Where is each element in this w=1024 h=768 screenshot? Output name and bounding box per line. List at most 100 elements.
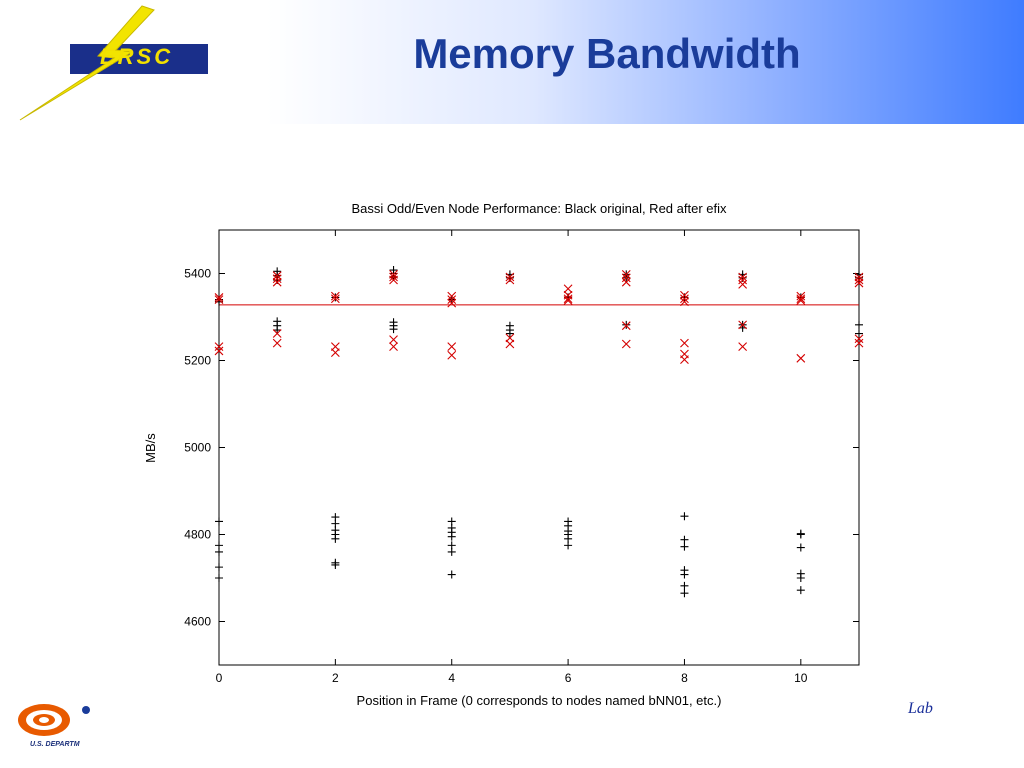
point-original <box>215 563 223 572</box>
point-after-efix <box>796 353 806 363</box>
x-tick-label: 4 <box>448 671 455 685</box>
nersc-logo-text: ERSC <box>100 44 174 69</box>
point-after-efix <box>854 334 864 344</box>
point-original <box>680 542 689 551</box>
point-after-efix <box>389 342 398 351</box>
point-after-efix <box>796 294 806 304</box>
point-original <box>564 541 573 550</box>
point-after-efix <box>738 272 748 282</box>
point-after-efix <box>447 298 457 308</box>
point-original <box>622 320 631 329</box>
point-after-efix <box>272 271 282 281</box>
data-points <box>214 266 864 598</box>
point-after-efix <box>505 275 515 285</box>
point-original <box>680 581 689 590</box>
point-after-efix <box>680 294 689 304</box>
point-after-efix <box>272 338 282 348</box>
point-original <box>680 535 689 544</box>
point-after-efix <box>680 355 689 365</box>
point-after-efix <box>854 338 864 348</box>
y-tick-label: 4800 <box>184 528 211 542</box>
point-after-efix <box>447 350 457 360</box>
y-tick-label: 4600 <box>184 615 211 629</box>
point-after-efix <box>272 274 282 284</box>
point-after-efix <box>214 342 224 351</box>
point-original <box>796 574 805 582</box>
point-after-efix <box>738 275 748 285</box>
point-original <box>680 570 689 579</box>
point-original <box>796 543 805 552</box>
nersc-lightning-logo <box>19 5 208 121</box>
point-after-efix <box>389 272 398 282</box>
point-original <box>447 547 456 556</box>
point-original <box>855 320 863 329</box>
x-tick-label: 10 <box>794 671 808 685</box>
point-after-efix <box>563 296 573 305</box>
point-after-efix <box>738 320 748 330</box>
y-tick-label: 5400 <box>184 267 211 281</box>
point-after-efix <box>272 277 282 287</box>
point-after-efix <box>563 294 573 304</box>
point-after-efix <box>214 346 224 356</box>
point-original <box>215 517 223 526</box>
chart-title: Bassi Odd/Even Node Performance: Black o… <box>351 201 727 216</box>
point-original <box>680 589 689 598</box>
point-original <box>447 570 456 579</box>
point-after-efix <box>621 269 631 279</box>
chart-svg: Bassi Odd/Even Node Performance: Black o… <box>143 201 864 708</box>
point-after-efix <box>330 294 340 304</box>
point-after-efix <box>389 275 398 285</box>
point-original <box>273 326 282 335</box>
point-after-efix <box>680 297 689 307</box>
point-after-efix <box>214 293 224 302</box>
point-after-efix <box>621 273 631 283</box>
y-axis-label: MB/s <box>143 433 158 463</box>
point-original <box>331 560 340 569</box>
point-after-efix <box>621 277 631 287</box>
point-after-efix <box>272 329 282 338</box>
point-original <box>389 325 398 334</box>
point-after-efix <box>505 272 515 282</box>
doe-footer-text: U.S. DEPARTM <box>30 741 80 748</box>
lab-footer-text: Lab <box>908 700 933 717</box>
scatter-chart: Bassi Odd/Even Node Performance: Black o… <box>130 190 880 720</box>
point-after-efix <box>447 342 457 351</box>
plot-frame <box>218 229 860 666</box>
point-after-efix <box>330 348 340 358</box>
point-original <box>447 532 456 541</box>
point-after-efix <box>330 291 340 301</box>
point-original <box>505 329 514 338</box>
point-after-efix <box>738 342 748 351</box>
point-after-efix <box>563 284 573 294</box>
point-original <box>215 574 223 582</box>
x-tick-label: 8 <box>681 671 688 685</box>
axis-ticks: 0 2 4 6 8 10 4600 4800 5000 5200 5400 <box>184 230 859 685</box>
doe-logo <box>18 704 90 736</box>
point-after-efix <box>447 291 457 301</box>
x-tick-label: 0 <box>216 671 223 685</box>
point-original <box>331 534 340 543</box>
point-after-efix <box>214 295 224 304</box>
point-original <box>796 530 805 539</box>
point-original <box>855 329 863 338</box>
x-axis-label: Position in Frame (0 corresponds to node… <box>357 693 722 708</box>
y-tick-label: 5200 <box>184 354 211 368</box>
point-after-efix <box>854 278 864 288</box>
point-after-efix <box>621 321 631 331</box>
point-original <box>331 293 340 302</box>
x-tick-label: 2 <box>332 671 339 685</box>
point-after-efix <box>680 290 689 300</box>
slide-title: Memory Bandwidth <box>413 30 801 77</box>
point-after-efix <box>796 291 806 301</box>
point-after-efix <box>854 275 864 285</box>
point-after-efix <box>505 339 515 349</box>
point-after-efix <box>621 339 631 349</box>
point-original <box>215 547 223 556</box>
point-after-efix <box>447 295 457 304</box>
x-tick-label: 6 <box>565 671 572 685</box>
point-original <box>680 512 689 521</box>
y-tick-label: 5000 <box>184 441 211 455</box>
point-original <box>796 586 805 595</box>
point-after-efix <box>389 335 398 345</box>
point-after-efix <box>680 338 689 348</box>
